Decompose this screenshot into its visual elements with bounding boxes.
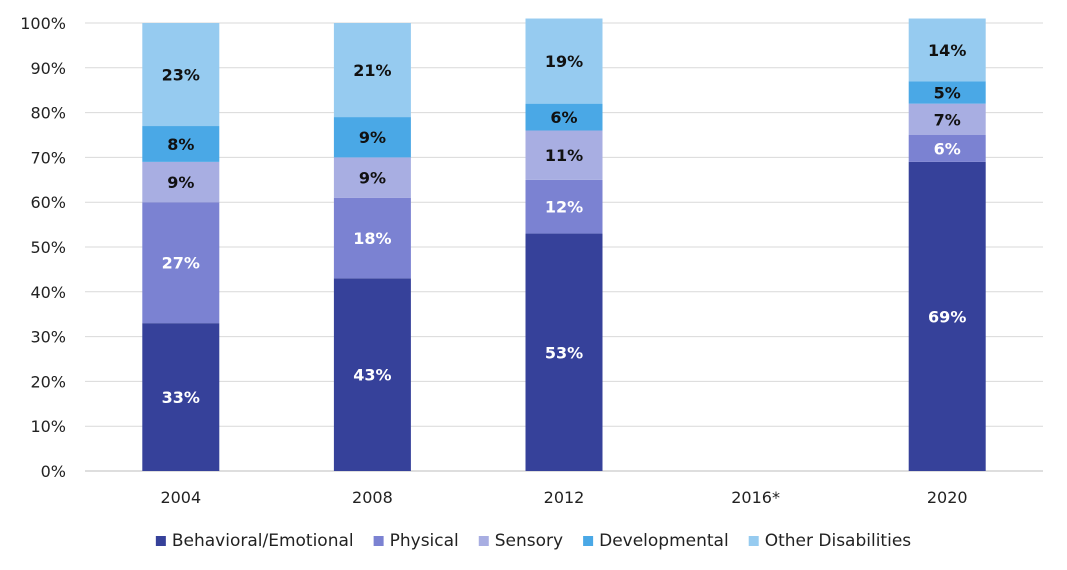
bar-segment (908, 103, 986, 135)
bar-segment (908, 81, 986, 104)
bar-segment (333, 278, 411, 471)
data-label: 9% (359, 128, 386, 147)
x-tick-label: 2016* (731, 488, 780, 507)
data-label: 21% (353, 61, 391, 80)
y-tick-label: 50% (30, 238, 66, 257)
data-label: 33% (162, 388, 200, 407)
y-tick-label: 20% (30, 372, 66, 391)
data-label: 53% (545, 343, 583, 362)
bar-segment (142, 126, 220, 162)
bar-segment (142, 323, 220, 471)
data-label: 11% (545, 146, 583, 165)
data-label: 9% (359, 169, 386, 188)
y-tick-label: 70% (30, 148, 66, 167)
data-label: 18% (353, 229, 391, 248)
bar-segment (333, 157, 411, 198)
legend-label: Other Disabilities (765, 531, 912, 551)
y-tick-label: 40% (30, 283, 66, 302)
data-label: 7% (934, 110, 961, 129)
data-label: 19% (545, 52, 583, 71)
legend-swatch (583, 536, 594, 546)
data-label: 5% (934, 83, 961, 102)
y-tick-label: 80% (30, 104, 66, 123)
legend-swatch (748, 536, 759, 546)
y-tick-label: 0% (41, 462, 66, 481)
legend-swatch (478, 536, 489, 546)
data-label: 43% (353, 366, 391, 385)
y-tick-label: 90% (30, 59, 66, 78)
x-tick-label: 2004 (160, 488, 201, 507)
bar-segment (525, 179, 603, 234)
data-label: 9% (167, 173, 194, 192)
data-label: 14% (928, 41, 966, 60)
bar-segment (142, 161, 220, 203)
bar-segment (333, 23, 411, 118)
legend-label: Physical (390, 531, 459, 551)
y-tick-label: 100% (20, 14, 66, 33)
y-tick-label: 10% (30, 417, 66, 436)
bar-segment (908, 161, 986, 471)
data-label: 12% (545, 198, 583, 217)
data-label: 27% (162, 254, 200, 273)
bar-segment (142, 23, 220, 127)
bar-segment (525, 103, 603, 131)
bar-segment (142, 202, 220, 324)
bar-segment (333, 197, 411, 279)
legend-label: Sensory (495, 531, 563, 551)
x-tick-label: 2008 (352, 488, 393, 507)
y-tick-label: 60% (30, 193, 66, 212)
x-tick-label: 2020 (927, 488, 968, 507)
legend-swatch (373, 536, 384, 546)
legend-label: Behavioral/Emotional (172, 531, 354, 551)
x-tick-label: 2012 (544, 488, 585, 507)
bar-segment (525, 130, 603, 180)
bar-segment (333, 117, 411, 158)
data-label: 8% (167, 135, 194, 154)
bar-segment (525, 18, 603, 104)
bar-segment (908, 135, 986, 162)
data-label: 6% (550, 108, 577, 127)
legend-swatch (155, 536, 166, 546)
bar-segment (908, 18, 986, 82)
data-label: 6% (934, 139, 961, 158)
bar-segment (525, 233, 603, 471)
data-label: 69% (928, 307, 966, 326)
legend-label: Developmental (599, 531, 729, 551)
y-tick-label: 30% (30, 328, 66, 347)
data-label: 23% (162, 66, 200, 85)
